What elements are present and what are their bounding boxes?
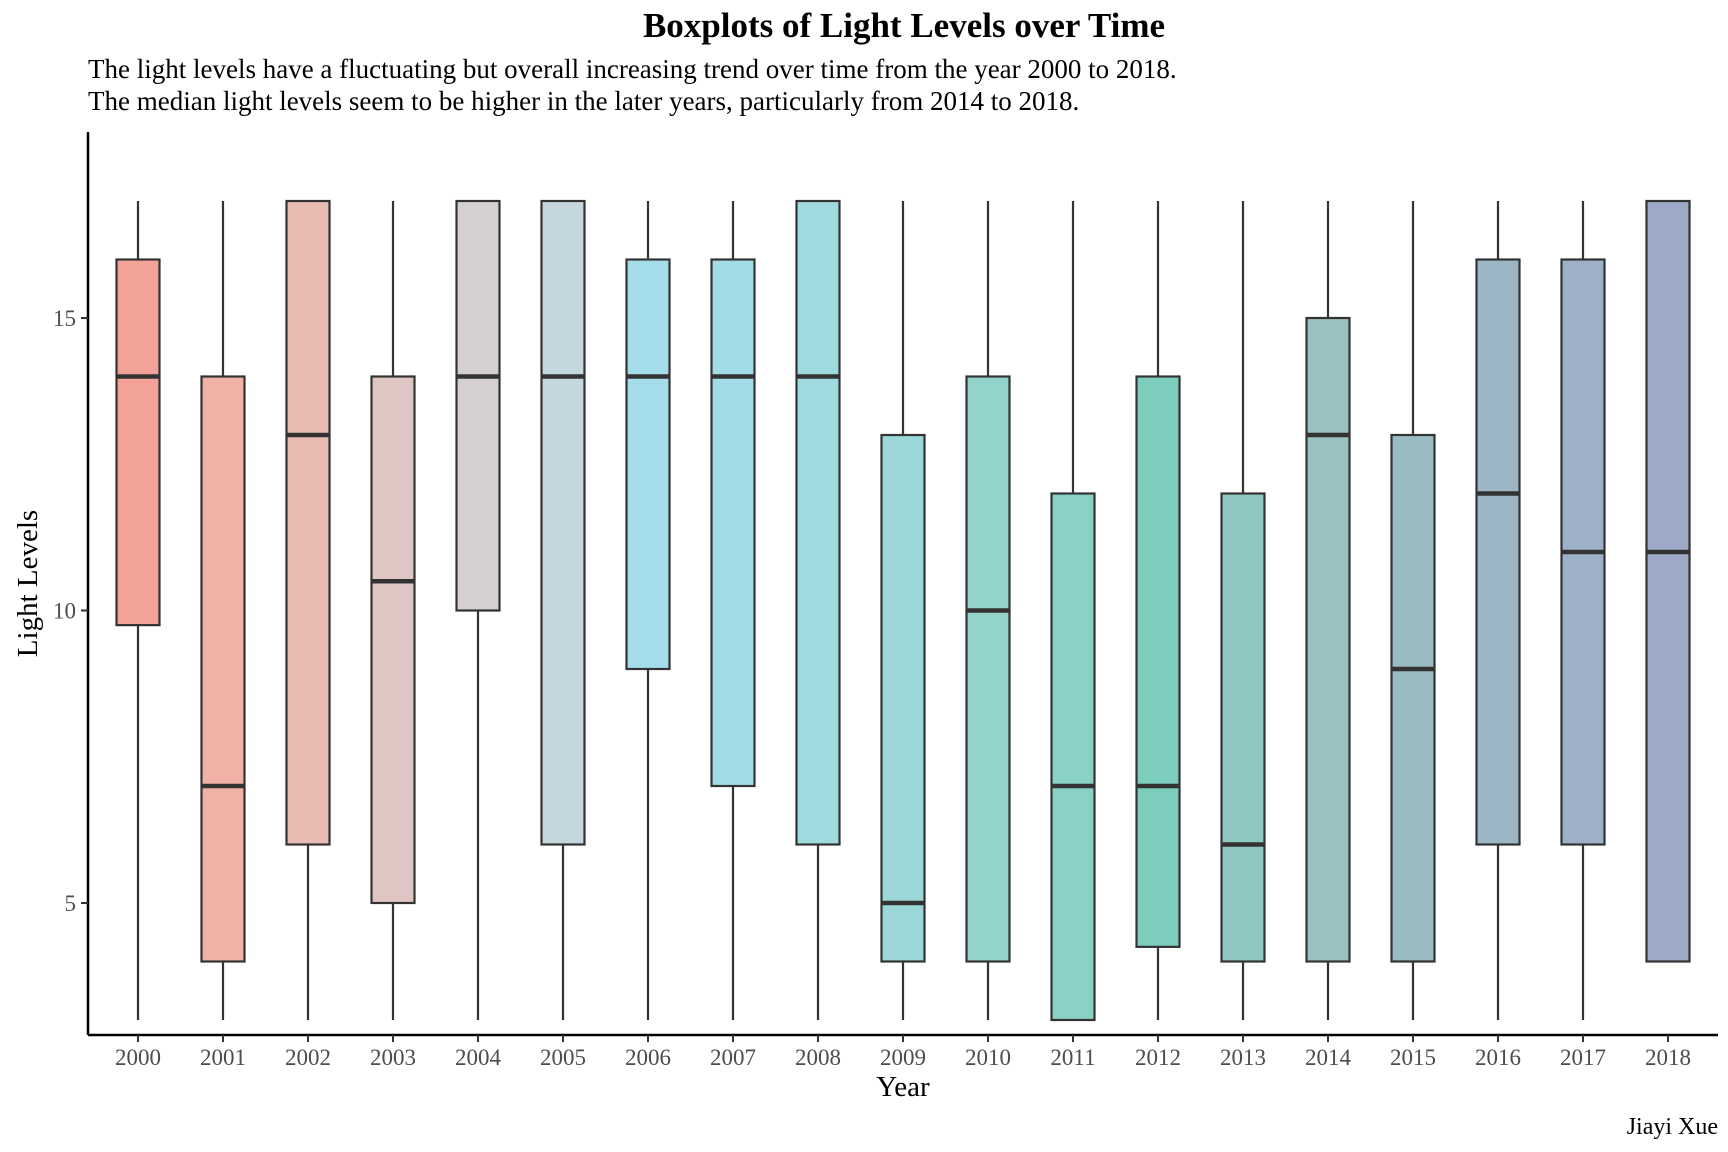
box-body — [1475, 258, 1521, 846]
x-tick-label: 2006 — [625, 1045, 671, 1070]
chart-subtitle-line-1: The light levels have a fluctuating but … — [88, 54, 1177, 84]
x-tick-label: 2010 — [965, 1045, 1011, 1070]
x-tick-label: 2009 — [880, 1045, 926, 1070]
box-2016 — [1475, 201, 1521, 1020]
box-body — [200, 375, 246, 963]
y-tick-label: 10 — [53, 599, 76, 624]
box-2011 — [1050, 201, 1096, 1022]
x-tick-label: 2004 — [455, 1045, 502, 1070]
x-tick-label: 2008 — [795, 1045, 841, 1070]
box-2002 — [285, 199, 331, 1020]
box-body — [285, 199, 331, 846]
x-tick-label: 2000 — [115, 1045, 161, 1070]
chart-title: Boxplots of Light Levels over Time — [642, 6, 1166, 45]
box-body — [1645, 199, 1691, 963]
box-2008 — [795, 199, 841, 1020]
box-body — [710, 258, 756, 788]
box-2018 — [1645, 199, 1691, 963]
box-2007 — [710, 201, 756, 1020]
x-tick-label: 2017 — [1560, 1045, 1606, 1070]
box-2015 — [1390, 201, 1436, 1020]
box-2012 — [1135, 201, 1181, 1020]
x-tick-label: 2005 — [540, 1045, 586, 1070]
y-ticks-layer: 5 10 15 — [53, 306, 88, 916]
box-body — [625, 258, 671, 671]
chart-caption: Jiayi Xue — [1626, 1114, 1718, 1140]
box-2014 — [1305, 201, 1351, 1020]
x-tick-label: 2018 — [1645, 1045, 1691, 1070]
box-2003 — [370, 201, 416, 1020]
box-body — [1220, 492, 1266, 963]
box-2000 — [115, 201, 161, 1020]
box-body — [455, 199, 501, 612]
y-tick-label: 5 — [65, 891, 77, 916]
y-axis-title: Light Levels — [12, 510, 44, 657]
box-body — [1050, 492, 1096, 1022]
x-tick-label: 2013 — [1220, 1045, 1266, 1070]
x-tick-label: 2015 — [1390, 1045, 1436, 1070]
x-tick-label: 2014 — [1305, 1045, 1352, 1070]
box-body — [1305, 316, 1351, 963]
box-2005 — [540, 199, 586, 1020]
x-ticks-layer: 2000 2001 2002 2003 2004 2005 2006 2007 2008 2009… — [115, 1035, 1691, 1070]
box-2006 — [625, 201, 671, 1020]
box-body — [1135, 375, 1181, 948]
x-tick-label: 2002 — [285, 1045, 331, 1070]
boxes-layer — [115, 199, 1691, 1022]
x-tick-label: 2003 — [370, 1045, 416, 1070]
x-tick-label: 2001 — [200, 1045, 246, 1070]
box-body — [540, 199, 586, 846]
chart-subtitle-line-2: The median light levels seem to be highe… — [88, 86, 1080, 116]
box-2004 — [455, 199, 501, 1020]
x-tick-label: 2012 — [1135, 1045, 1181, 1070]
box-body — [795, 199, 841, 846]
box-body — [965, 375, 1011, 963]
y-tick-label: 15 — [53, 306, 76, 331]
box-2001 — [200, 201, 246, 1020]
x-tick-label: 2007 — [710, 1045, 756, 1070]
box-body — [370, 375, 416, 905]
x-tick-label: 2011 — [1050, 1045, 1095, 1070]
box-2009 — [880, 201, 926, 1020]
box-body — [115, 258, 161, 627]
box-2017 — [1560, 201, 1606, 1020]
box-body — [880, 433, 926, 963]
x-tick-label: 2016 — [1475, 1045, 1521, 1070]
box-2010 — [965, 201, 1011, 1020]
x-axis-title: Year — [876, 1071, 930, 1103]
box-body — [1390, 433, 1436, 963]
box-2013 — [1220, 201, 1266, 1020]
